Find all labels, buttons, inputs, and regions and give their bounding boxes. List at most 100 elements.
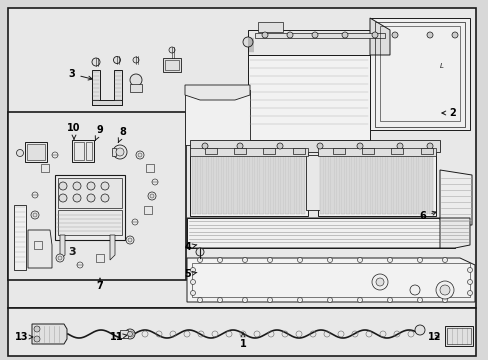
Circle shape [56,254,64,262]
Polygon shape [369,18,469,130]
Circle shape [87,182,95,190]
Text: 3: 3 [68,69,92,80]
Circle shape [386,257,392,262]
Polygon shape [110,235,115,260]
Circle shape [242,297,247,302]
Circle shape [262,32,267,38]
Polygon shape [60,235,65,260]
Text: 8: 8 [118,127,126,143]
Bar [27,144,45,160]
Circle shape [439,285,449,295]
Bar [446,328,470,344]
Circle shape [138,153,142,157]
Bar [325,150,329,214]
Bar [248,150,253,214]
Text: 3: 3 [68,247,76,257]
Bar [361,148,373,154]
Bar [335,150,339,214]
Bar [186,218,454,248]
Circle shape [409,285,419,295]
Circle shape [311,32,317,38]
Circle shape [396,143,402,149]
Circle shape [341,32,347,38]
Bar [330,150,334,214]
Polygon shape [254,33,384,38]
Circle shape [92,58,100,66]
Circle shape [451,32,457,38]
Circle shape [113,145,127,159]
Polygon shape [186,258,474,302]
Bar [72,140,94,162]
Circle shape [316,143,323,149]
Circle shape [152,179,158,185]
Bar [258,22,283,32]
Bar [8,308,475,356]
Circle shape [442,257,447,262]
Bar [418,150,422,214]
Circle shape [371,274,387,290]
Circle shape [267,297,272,302]
Text: 10: 10 [67,123,81,139]
Circle shape [442,297,447,302]
Text: L: L [439,63,443,69]
Circle shape [101,194,109,202]
Circle shape [267,257,272,262]
Bar [212,150,217,214]
Circle shape [190,267,195,273]
Bar [300,150,305,214]
Bar [305,155,321,210]
Circle shape [197,257,202,262]
Circle shape [127,332,132,337]
Circle shape [196,248,203,256]
Bar [285,150,289,214]
Circle shape [73,194,81,202]
Circle shape [32,192,38,198]
Polygon shape [184,90,249,145]
Text: 6: 6 [419,211,435,221]
Circle shape [33,213,37,217]
Circle shape [169,47,175,53]
Bar [402,150,406,214]
Bar [130,84,142,92]
Bar [25,142,47,162]
Polygon shape [247,30,389,55]
Bar [41,164,49,172]
Bar [74,142,84,160]
Bar [295,150,299,214]
Circle shape [101,182,109,190]
Polygon shape [114,70,122,105]
Bar [263,148,274,154]
Bar [371,150,375,214]
Circle shape [327,297,332,302]
Bar [292,148,305,154]
Bar [280,150,284,214]
Bar [223,150,227,214]
Circle shape [59,182,67,190]
Circle shape [386,297,392,302]
Circle shape [435,281,453,299]
Bar [34,241,42,249]
Bar [112,148,116,156]
Text: 2: 2 [441,108,455,118]
Circle shape [414,325,424,335]
Circle shape [375,278,383,286]
Circle shape [126,236,134,244]
Circle shape [297,297,302,302]
Polygon shape [92,100,122,105]
Circle shape [371,32,377,38]
Circle shape [190,279,195,284]
Circle shape [467,267,471,273]
Circle shape [52,152,58,158]
Bar [190,140,439,152]
Bar [412,150,417,214]
Bar [332,148,345,154]
Bar [190,148,307,216]
Polygon shape [369,18,389,55]
Bar [192,150,196,214]
Bar [120,330,128,338]
Circle shape [34,326,40,332]
Polygon shape [439,218,469,248]
Bar [8,112,185,280]
Bar [202,150,206,214]
Bar [259,150,263,214]
